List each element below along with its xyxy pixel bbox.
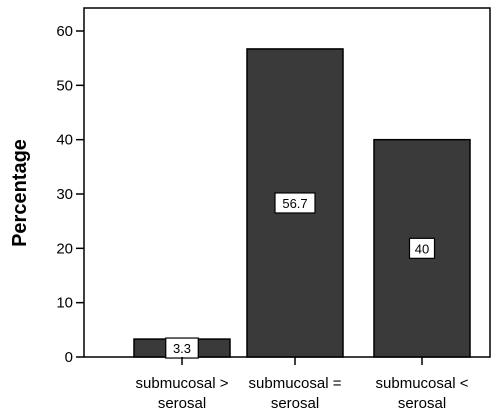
y-tick-label: 0 — [65, 349, 73, 366]
data-label-box — [408, 237, 436, 259]
x-tick-label: serosal — [398, 395, 446, 412]
data-label: 3.3 — [173, 341, 191, 356]
y-tick-label: 10 — [56, 295, 73, 312]
data-label: 56.7 — [282, 196, 307, 211]
x-axis: submucosal > serosal submucosal = serosal su… — [136, 357, 469, 412]
y-tick-label: 50 — [56, 77, 73, 94]
x-tick-label: serosal — [158, 395, 206, 412]
y-axis: 0 10 20 30 40 50 60 — [56, 23, 84, 366]
y-axis-title: Percentage — [9, 139, 31, 247]
x-tick-label: submucosal > — [136, 375, 229, 392]
y-tick-label: 40 — [56, 132, 73, 149]
y-tick-label: 20 — [56, 240, 73, 257]
y-tick-label: 60 — [56, 23, 73, 40]
y-tick-label: 30 — [56, 186, 73, 203]
x-tick-label: serosal — [271, 395, 319, 412]
x-tick-label: submucosal < — [376, 375, 469, 392]
x-tick-label: submucosal = — [249, 375, 342, 392]
data-label-box — [274, 192, 316, 214]
data-label: 40 — [415, 241, 429, 256]
